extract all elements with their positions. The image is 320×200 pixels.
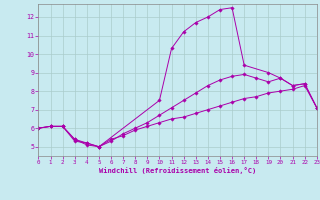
X-axis label: Windchill (Refroidissement éolien,°C): Windchill (Refroidissement éolien,°C) [99,167,256,174]
